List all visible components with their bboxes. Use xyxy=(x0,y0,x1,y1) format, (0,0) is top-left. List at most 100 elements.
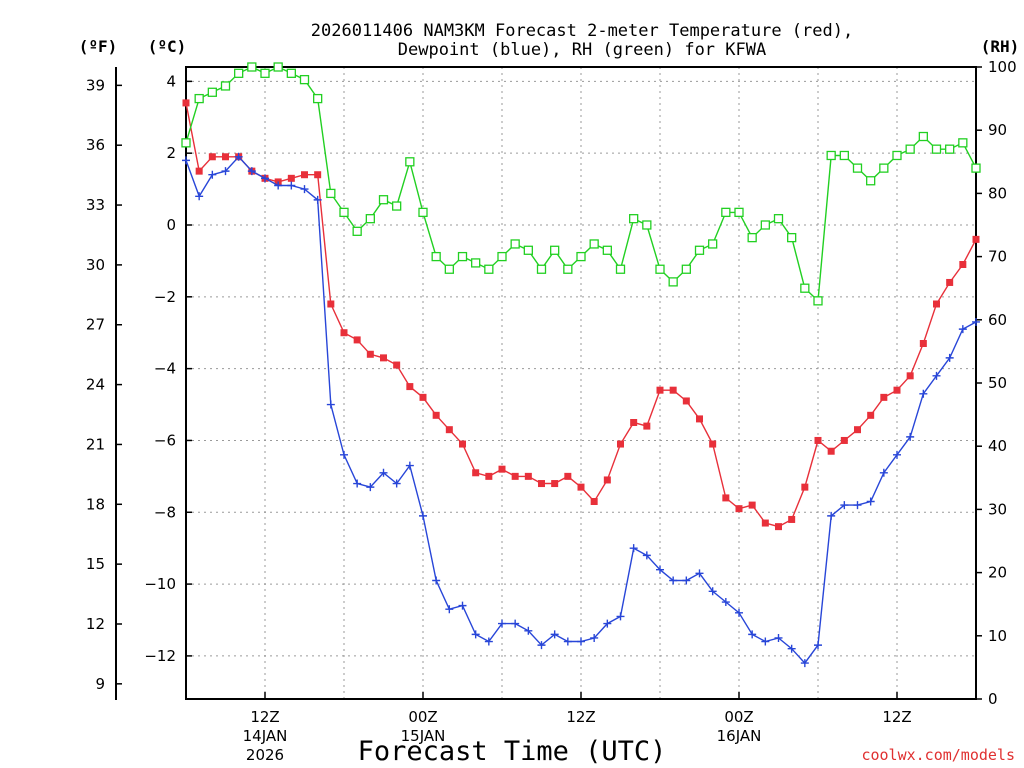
temperature-point xyxy=(906,372,914,380)
rh-point xyxy=(694,245,705,255)
watermark: coolwx.com/models xyxy=(861,746,1015,764)
dewpoint-point xyxy=(511,619,520,628)
dewpoint-point xyxy=(866,497,875,506)
dewpoint-point xyxy=(577,637,585,646)
temperature-point xyxy=(551,480,559,488)
temperature-point xyxy=(564,472,572,480)
dewpoint-point xyxy=(642,551,651,560)
rh-point xyxy=(945,144,955,154)
temperature-point xyxy=(919,340,927,347)
temperature-point xyxy=(353,336,361,344)
plot-frame xyxy=(185,66,977,700)
rh-tick-label: 10 xyxy=(988,627,1007,645)
rh-point xyxy=(905,144,915,154)
rh-point xyxy=(510,239,520,249)
dewpoint-point xyxy=(353,479,362,488)
temperature-point xyxy=(827,447,835,455)
rh-tick-label: 90 xyxy=(988,121,1007,139)
temperature-point xyxy=(182,99,190,107)
dewpoint-point xyxy=(945,353,954,362)
dewpoint-point xyxy=(550,630,559,639)
rh-point xyxy=(471,258,481,268)
rh-point xyxy=(708,239,718,249)
rh-point xyxy=(352,226,362,236)
temperature-point xyxy=(287,174,295,182)
dewpoint-point xyxy=(827,511,836,520)
dewpoint-point xyxy=(432,576,441,585)
rh-point xyxy=(365,214,375,224)
temperature-point xyxy=(840,436,848,444)
temperature-point xyxy=(656,386,664,394)
dewpoint-point xyxy=(735,608,743,617)
grid-lines xyxy=(186,67,976,699)
dewpoint-point xyxy=(814,641,822,650)
dewpoint-point xyxy=(261,174,269,183)
temperature-point xyxy=(643,422,651,430)
series-layer xyxy=(181,62,981,668)
time-tick-date: 14JAN xyxy=(243,727,288,745)
temperature-point xyxy=(222,153,229,161)
fahrenheit-tick-label: 36 xyxy=(86,136,105,154)
rh-point xyxy=(484,264,494,274)
temperature-point xyxy=(669,386,677,394)
rh-point xyxy=(497,251,507,262)
fahrenheit-tick-label: 33 xyxy=(86,196,105,214)
dewpoint-point xyxy=(563,637,572,646)
temperature-point xyxy=(775,523,782,531)
fahrenheit-tick-label: 24 xyxy=(86,376,105,394)
dewpoint-point xyxy=(274,181,283,190)
rh-point xyxy=(247,62,257,72)
dewpoint-point xyxy=(313,195,322,204)
dewpoint-point xyxy=(932,371,941,380)
dewpoint-point xyxy=(379,468,388,477)
rh-point xyxy=(734,207,744,218)
temperature-point xyxy=(682,397,690,405)
temperature-point xyxy=(722,494,730,502)
dewpoint-point xyxy=(603,619,612,628)
fahrenheit-tick-label: 30 xyxy=(86,256,105,274)
temperature-point xyxy=(788,515,796,523)
rh-point xyxy=(629,214,639,224)
time-tick-label: 00Z xyxy=(724,708,753,726)
temperature-point xyxy=(432,411,440,419)
dewpoint-point xyxy=(879,468,888,477)
dewpoint-point xyxy=(721,598,730,607)
time-tick-label: 00Z xyxy=(408,708,437,726)
temperature-point xyxy=(801,483,809,491)
dewpoint-point xyxy=(208,170,217,179)
dewpoint-point xyxy=(537,641,546,650)
celsius-tick-label: −10 xyxy=(144,575,176,593)
rh-point xyxy=(234,68,244,78)
fahrenheit-axis-unit: (ºF) xyxy=(79,37,118,56)
rh-point xyxy=(405,157,415,167)
dewpoint-point xyxy=(340,450,348,459)
dewpoint-point xyxy=(498,619,506,628)
rh-point xyxy=(760,220,770,230)
dewpoint-point xyxy=(458,601,467,610)
rh-point xyxy=(958,138,968,148)
rh-point xyxy=(866,176,876,186)
rh-point xyxy=(800,283,810,293)
dewpoint-point xyxy=(972,317,980,326)
rh-point xyxy=(431,251,441,262)
dewpoint-point xyxy=(682,576,691,585)
temperature-point xyxy=(393,361,401,369)
rh-point xyxy=(813,296,823,306)
temperature-point xyxy=(485,472,493,480)
rh-tick-label: 20 xyxy=(988,564,1007,582)
temperature-point xyxy=(577,483,585,491)
x-axis-label: Forecast Time (UTC) xyxy=(358,736,667,767)
rh-tick-label: 0 xyxy=(988,690,998,708)
time-tick-label: 12Z xyxy=(566,708,595,726)
dewpoint-point xyxy=(445,605,454,614)
rh-point xyxy=(523,245,533,255)
rh-point xyxy=(918,131,928,142)
temperature-point xyxy=(867,411,875,419)
rh-point xyxy=(220,81,231,91)
rh-point xyxy=(681,264,691,274)
fahrenheit-tick-label: 12 xyxy=(86,615,105,633)
rh-point xyxy=(299,74,310,85)
dewpoint-point xyxy=(392,479,401,488)
celsius-axis-unit: (ºC) xyxy=(148,37,187,56)
